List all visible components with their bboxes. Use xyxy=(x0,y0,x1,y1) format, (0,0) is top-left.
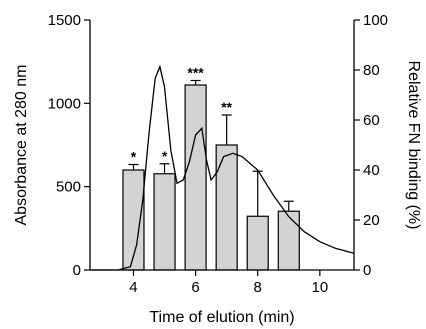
x-ticks: 4 6 8 10 xyxy=(129,270,328,296)
right-ticks: 0 20 40 60 80 100 xyxy=(354,12,388,279)
significance-labels: * ****** xyxy=(131,65,233,165)
right-tick-label: 20 xyxy=(363,212,380,229)
x-tick-label: 8 xyxy=(254,279,262,296)
bar xyxy=(246,215,269,271)
bars xyxy=(122,84,300,271)
bar xyxy=(215,144,238,271)
right-axis-title: Relative FN binding (%) xyxy=(405,61,422,230)
plot-area: * ****** xyxy=(90,64,355,271)
x-tick-label: 6 xyxy=(191,279,199,296)
left-tick-label: 500 xyxy=(56,179,81,196)
right-tick-label: 60 xyxy=(363,112,380,129)
left-axis-title: Absorbance at 280 nm xyxy=(13,65,30,226)
left-tick-label: 1000 xyxy=(48,95,81,112)
error-bars xyxy=(128,79,294,217)
bar xyxy=(184,84,207,271)
right-tick-label: 100 xyxy=(363,12,388,29)
right-tick-label: 40 xyxy=(363,162,380,179)
right-tick-label: 0 xyxy=(363,262,371,279)
x-tick-label: 10 xyxy=(311,279,328,296)
x-tick-label: 4 xyxy=(129,279,137,296)
x-axis-title: Time of elution (min) xyxy=(149,309,294,326)
right-tick-label: 80 xyxy=(363,62,380,79)
significance-label: *** xyxy=(187,65,204,81)
significance-label: * xyxy=(131,149,137,165)
bar xyxy=(153,173,176,271)
left-ticks: 0 500 1000 1500 xyxy=(48,12,90,279)
axes: 0 500 1000 1500 0 20 40 60 80 100 4 6 8 10 xyxy=(48,12,388,296)
left-tick-label: 1500 xyxy=(48,12,81,29)
left-tick-label: 0 xyxy=(73,262,81,279)
significance-label: ** xyxy=(221,99,232,115)
significance-label: * xyxy=(162,148,168,164)
bar xyxy=(277,210,300,271)
absorbance-line xyxy=(90,64,355,271)
